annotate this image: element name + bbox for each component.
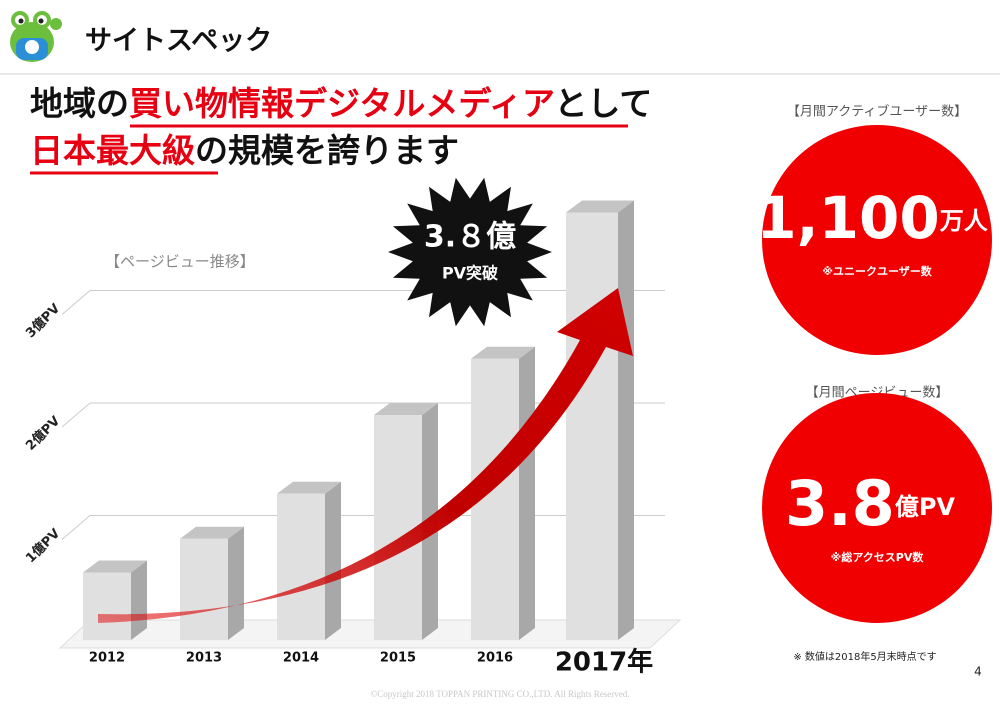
y-tick-label: 3億PV — [23, 300, 64, 341]
starburst — [388, 177, 552, 327]
x-tick-label: 2017年 — [555, 647, 653, 678]
page-number: 4 — [974, 665, 982, 679]
x-tick-label: 2014 — [283, 651, 319, 666]
page-title: サイトスペック — [85, 26, 272, 57]
stat-unit: 万人 — [940, 207, 988, 235]
y-tick-label: 2億PV — [23, 413, 64, 454]
headline-highlight: 買い物情報デジタルメディア — [129, 84, 554, 123]
bar — [277, 493, 325, 640]
annotation-text: PV突破 — [442, 264, 498, 283]
stat-number: 3.8 — [785, 467, 895, 540]
grid-line-side — [61, 515, 91, 540]
headline-text: として — [554, 84, 652, 123]
bar-side — [325, 481, 341, 640]
bar-side — [228, 526, 244, 640]
bar-top — [471, 346, 535, 359]
stat-circle — [762, 125, 992, 355]
stat-note: ※総アクセスPV数 — [831, 550, 925, 564]
headline-line1: 地域の買い物情報デジタルメディアとして — [30, 84, 652, 123]
logo-icon — [10, 11, 62, 62]
footnote: ※ 数値は2018年5月末時点です — [793, 650, 936, 663]
stat-note: ※ユニークユーザー数 — [822, 264, 932, 278]
copyright: ©Copyright 2018 TOPPAN PRINTING CO.,LTD.… — [370, 689, 629, 699]
headline-highlight: 日本最大級 — [30, 131, 195, 170]
bar-side — [519, 346, 535, 640]
growth-arrow — [98, 288, 633, 623]
bar-side — [618, 200, 634, 640]
bar — [374, 415, 422, 640]
x-tick-label: 2012 — [89, 651, 125, 666]
bar-top — [566, 200, 634, 213]
bar-top — [277, 481, 341, 494]
bar — [180, 538, 228, 640]
annotation-value: 3.８億 — [424, 220, 516, 255]
grid-line-side — [61, 290, 91, 315]
x-tick-label: 2015 — [380, 651, 416, 666]
stat-unit: 億PV — [895, 493, 956, 521]
bar-top — [83, 560, 147, 573]
chart-subtitle: 【ページビュー推移】 — [105, 253, 255, 271]
y-tick-label: 1億PV — [23, 525, 64, 566]
stat-value: 3.8億PV — [785, 467, 955, 540]
grid-line-side — [61, 402, 91, 428]
bar-top — [374, 403, 438, 415]
stat-label: 【月間アクティブユーザー数】 — [787, 104, 967, 120]
headline-line2: 日本最大級の規模を誇ります — [30, 131, 459, 170]
bar-top — [180, 526, 244, 539]
bar — [566, 212, 618, 640]
stat-circle — [762, 393, 992, 623]
stat-number: 1,100 — [756, 184, 939, 252]
x-tick-label: 2013 — [186, 651, 222, 666]
headline-text: 地域の — [30, 84, 129, 123]
bar-side — [131, 560, 147, 640]
bar — [83, 572, 131, 640]
headline-text: の規模を誇ります — [195, 131, 459, 170]
stat-value: 1,100万人 — [756, 184, 987, 252]
x-tick-label: 2016 — [477, 651, 513, 666]
